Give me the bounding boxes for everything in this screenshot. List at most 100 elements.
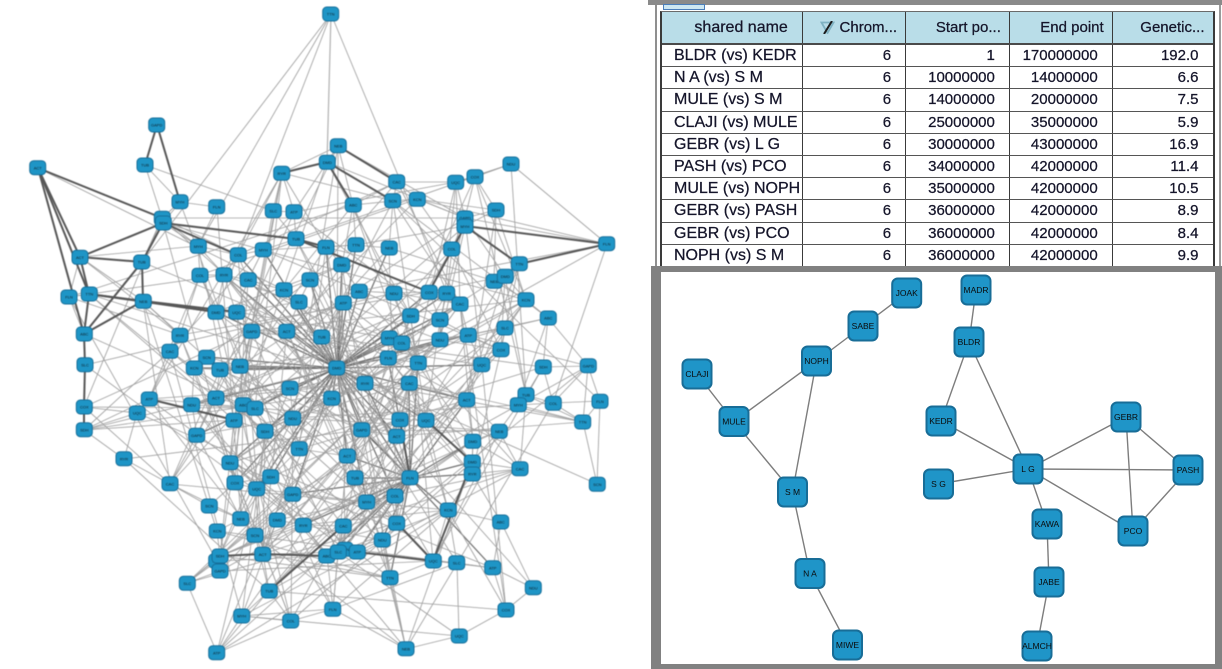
svg-text:GAPD: GAPD — [191, 433, 202, 438]
svg-text:CAC: CAC — [392, 179, 401, 184]
svg-text:NEB: NEB — [237, 516, 246, 521]
svg-text:ABC: ABC — [349, 203, 357, 208]
svg-text:KCN: KCN — [190, 366, 199, 371]
svg-text:DMD: DMD — [323, 160, 332, 165]
svg-text:ACT: ACT — [283, 329, 292, 334]
svg-text:CAC: CAC — [516, 466, 525, 471]
svg-text:COX: COX — [497, 347, 506, 352]
svg-text:MIWE: MIWE — [836, 640, 859, 650]
svg-text:KCN: KCN — [280, 287, 289, 292]
svg-text:SCN: SCN — [202, 355, 211, 360]
svg-text:NDU: NDU — [226, 460, 235, 465]
svg-text:UQC: UQC — [455, 634, 464, 639]
svg-text:NDU: NDU — [288, 416, 297, 421]
svg-text:CAC: CAC — [166, 349, 175, 354]
svg-text:KCN: KCN — [444, 508, 453, 513]
svg-text:GAPD: GAPD — [583, 363, 594, 368]
svg-text:SLC: SLC — [295, 300, 303, 305]
svg-text:FLN: FLN — [603, 241, 611, 246]
svg-text:ATP: ATP — [230, 418, 238, 423]
svg-text:DMD: DMD — [468, 439, 477, 444]
svg-text:TUB: TUB — [138, 260, 146, 265]
svg-text:SCN: SCN — [388, 198, 397, 203]
svg-text:CAC: CAC — [456, 302, 465, 307]
svg-text:TTN: TTN — [414, 361, 422, 366]
svg-text:ATP: ATP — [290, 209, 298, 214]
svg-text:ABC: ABC — [497, 520, 505, 525]
svg-text:L G: L G — [1021, 464, 1034, 474]
svg-text:GAPD: GAPD — [151, 123, 162, 128]
svg-text:FLN: FLN — [213, 204, 221, 209]
svg-text:COL: COL — [398, 341, 407, 346]
svg-text:NDU: NDU — [507, 162, 516, 167]
svg-text:DMD: DMD — [501, 274, 510, 279]
svg-text:COX: COX — [425, 290, 434, 295]
svg-text:COX: COX — [396, 417, 405, 422]
svg-text:MYH: MYH — [514, 402, 523, 407]
svg-text:ATP: ATP — [489, 565, 497, 570]
svg-text:JOAK: JOAK — [896, 288, 919, 298]
svg-text:FLN: FLN — [596, 399, 604, 404]
svg-text:UQC: UQC — [232, 310, 241, 315]
svg-text:ATP: ATP — [146, 397, 154, 402]
svg-text:ABC: ABC — [239, 402, 247, 407]
svg-text:CLAJI: CLAJI — [685, 369, 708, 379]
svg-text:KCN: KCN — [413, 197, 422, 202]
svg-text:DMD: DMD — [468, 460, 477, 465]
svg-text:ACT: ACT — [393, 434, 402, 439]
svg-text:TTN: TTN — [515, 261, 523, 266]
svg-text:TUB: TUB — [351, 475, 359, 480]
svg-text:FLN: FLN — [329, 607, 337, 612]
svg-text:ATP: ATP — [354, 550, 362, 555]
svg-text:SCN: SCN — [286, 386, 295, 391]
svg-text:COL: COL — [391, 494, 400, 499]
svg-text:SDH: SDH — [266, 474, 275, 479]
svg-text:FLN: FLN — [385, 356, 393, 361]
svg-text:SABE: SABE — [852, 321, 875, 331]
svg-text:RYR: RYR — [468, 472, 476, 477]
svg-text:TTN: TTN — [295, 446, 303, 451]
svg-text:DMD: DMD — [211, 310, 220, 315]
svg-text:NEB: NEB — [236, 364, 245, 369]
svg-text:MYH: MYH — [194, 244, 203, 249]
svg-text:UQC: UQC — [477, 362, 486, 367]
svg-text:NEB: NEB — [402, 646, 411, 651]
svg-text:ABC: ABC — [355, 289, 363, 294]
svg-text:COL: COL — [287, 619, 296, 624]
svg-text:NDU: NDU — [436, 337, 445, 342]
svg-text:SDH: SDH — [159, 221, 168, 226]
svg-text:KAWA: KAWA — [1035, 519, 1060, 529]
svg-text:TTN: TTN — [327, 12, 335, 17]
svg-text:RYR: RYR — [443, 291, 451, 296]
svg-text:ATP: ATP — [340, 301, 348, 306]
svg-text:COL: COL — [549, 401, 558, 406]
svg-text:MYH: MYH — [237, 614, 246, 619]
svg-text:SCN: SCN — [205, 504, 214, 509]
svg-text:GAPD: GAPD — [214, 569, 225, 574]
svg-text:TUB: TUB — [265, 589, 273, 594]
svg-text:RYR: RYR — [299, 523, 307, 528]
svg-text:COX: COX — [502, 608, 511, 613]
svg-text:SCN: SCN — [593, 482, 602, 487]
svg-text:SLC: SLC — [501, 326, 509, 331]
svg-text:DMD: DMD — [337, 262, 346, 267]
svg-text:BLDR: BLDR — [958, 337, 981, 347]
svg-text:SCN: SCN — [251, 533, 260, 538]
svg-text:NEB: NEB — [139, 299, 148, 304]
svg-text:NEB: NEB — [385, 246, 394, 251]
svg-text:KCN: KCN — [522, 297, 531, 302]
svg-text:COL: COL — [196, 273, 205, 278]
svg-text:GAPD: GAPD — [246, 329, 257, 334]
svg-text:S G: S G — [931, 479, 946, 489]
svg-text:RYR: RYR — [176, 333, 184, 338]
svg-text:ACT: ACT — [343, 454, 352, 459]
svg-text:ACT: ACT — [463, 397, 472, 402]
svg-text:GAPD: GAPD — [287, 492, 298, 497]
svg-text:FLN: FLN — [406, 475, 414, 480]
svg-text:ACT: ACT — [259, 552, 268, 557]
svg-text:SDH: SDH — [492, 208, 501, 213]
svg-text:SLC: SLC — [251, 406, 259, 411]
svg-text:NDU: NDU — [390, 291, 399, 296]
svg-text:SLC: SLC — [453, 560, 461, 565]
svg-text:TUB: TUB — [141, 163, 149, 168]
